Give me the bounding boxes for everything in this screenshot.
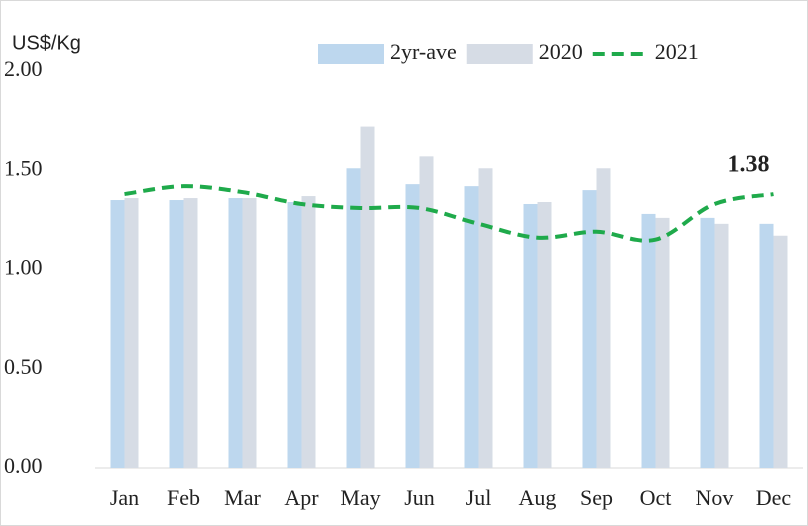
y-tick-label: 2.00: [4, 56, 43, 81]
x-tick-label: May: [340, 485, 380, 510]
bar: [110, 200, 125, 468]
bar: [287, 202, 302, 468]
bar: [655, 217, 670, 468]
bar: [183, 198, 198, 469]
y-tick-label: 0.50: [4, 354, 43, 379]
legend-swatch: [466, 44, 533, 64]
bar: [700, 217, 715, 468]
y-axis-label: US$/Kg: [12, 32, 81, 54]
x-tick-label: Jul: [466, 485, 492, 510]
bar: [759, 223, 774, 468]
bar: [596, 168, 611, 468]
x-tick-label: Apr: [284, 485, 319, 510]
x-tick-label: Oct: [640, 485, 672, 510]
x-tick-label: Nov: [696, 485, 734, 510]
bar: [242, 198, 257, 469]
y-tick-label: 1.00: [4, 255, 43, 280]
bar: [478, 168, 493, 468]
x-tick-label: Mar: [224, 485, 261, 510]
bar: [641, 213, 656, 468]
legend-swatch: [318, 44, 384, 64]
legend-label: 2021: [655, 39, 699, 64]
y-tick-label: 1.50: [4, 155, 43, 180]
bar: [346, 168, 361, 468]
data-label: 1.38: [728, 152, 770, 178]
x-tick-label: Sep: [580, 485, 613, 510]
bar: [124, 198, 139, 469]
bar: [301, 196, 316, 468]
bar: [419, 156, 434, 469]
x-tick-label: Jun: [404, 485, 435, 510]
bar: [360, 126, 375, 468]
bar: [714, 223, 729, 468]
bar: [773, 235, 788, 468]
bar: [405, 184, 420, 468]
x-tick-label: Feb: [167, 485, 200, 510]
bar: [582, 190, 597, 468]
y-tick-label: 0.00: [4, 453, 43, 478]
x-tick-label: Jan: [110, 485, 139, 510]
bar: [228, 198, 243, 469]
bar: [537, 202, 552, 468]
line: [124, 184, 774, 243]
x-tick-label: Aug: [519, 485, 557, 510]
bar: [464, 186, 479, 468]
bar: [523, 203, 538, 468]
bar: [169, 200, 184, 468]
x-tick-label: Dec: [756, 485, 792, 510]
legend-label: 2yr-ave: [390, 39, 457, 64]
legend-label: 2020: [539, 39, 583, 64]
